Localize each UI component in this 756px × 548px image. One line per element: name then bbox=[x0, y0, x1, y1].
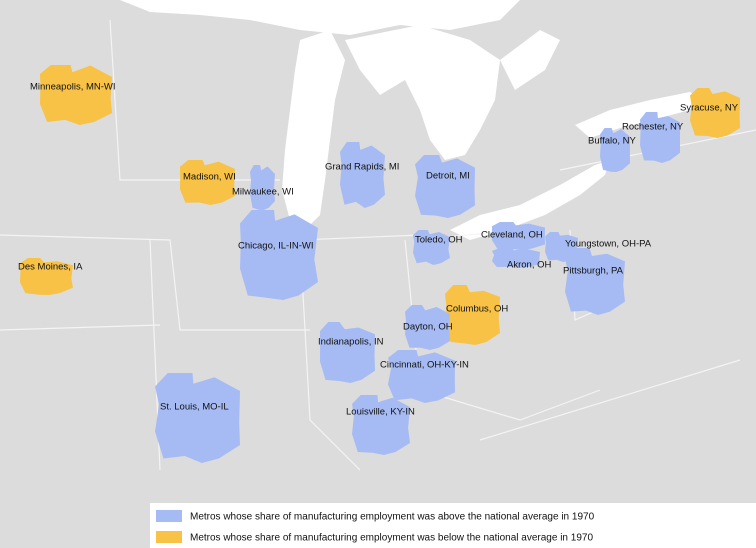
metro-area bbox=[445, 285, 500, 345]
metro-label: Des Moines, IA bbox=[18, 262, 83, 273]
metro-label: Cincinnati, OH-KY-IN bbox=[380, 360, 469, 371]
metro-label: Indianapolis, IN bbox=[318, 337, 384, 348]
metro-area bbox=[340, 142, 385, 208]
lake-michigan bbox=[282, 30, 345, 230]
metro-label: Louisville, KY-IN bbox=[346, 407, 415, 418]
lake-ontario bbox=[575, 92, 700, 138]
metro-area bbox=[492, 222, 545, 250]
metro-label: Detroit, MI bbox=[426, 171, 470, 182]
metro-label: Rochester, NY bbox=[622, 122, 684, 133]
metro-label: St. Louis, MO-IL bbox=[160, 402, 229, 413]
metro-label: Youngstown, OH-PA bbox=[565, 239, 652, 250]
legend-swatch bbox=[156, 531, 182, 543]
metro-area bbox=[155, 373, 240, 463]
legend-swatch bbox=[156, 510, 182, 522]
metro-area bbox=[40, 65, 112, 125]
metro-area bbox=[240, 210, 318, 300]
metro-area bbox=[180, 160, 235, 205]
metro-area bbox=[20, 258, 73, 295]
metro-area bbox=[413, 230, 450, 265]
metro-area bbox=[388, 350, 455, 403]
metro-area bbox=[690, 88, 740, 138]
lake-huron bbox=[345, 25, 500, 160]
metro-label: Minneapolis, MN-WI bbox=[30, 82, 116, 93]
metro-label: Chicago, IL-IN-WI bbox=[238, 241, 314, 252]
metro-label: Syracuse, NY bbox=[680, 103, 739, 114]
metro-label: Milwaukee, WI bbox=[232, 187, 294, 198]
metro-area bbox=[405, 305, 450, 350]
metro-area bbox=[415, 155, 475, 218]
georgian-bay bbox=[500, 30, 560, 90]
metro-label: Grand Rapids, MI bbox=[325, 162, 399, 173]
metro-area bbox=[640, 112, 680, 163]
metro-label: Cleveland, OH bbox=[481, 230, 543, 241]
metro-label: Columbus, OH bbox=[446, 304, 508, 315]
metro-label: Buffalo, NY bbox=[588, 136, 637, 147]
metro-label: Madison, WI bbox=[183, 172, 236, 183]
metro-label: Pittsburgh, PA bbox=[563, 266, 624, 277]
metro-area bbox=[352, 395, 410, 455]
metro-area bbox=[565, 248, 625, 315]
legend-box bbox=[150, 503, 756, 548]
legend-label: Metros whose share of manufacturing empl… bbox=[190, 533, 593, 544]
metro-label: Dayton, OH bbox=[403, 322, 453, 333]
metro-area bbox=[492, 248, 540, 268]
lake-erie bbox=[450, 160, 610, 240]
metro-label: Akron, OH bbox=[507, 260, 551, 271]
metro-label: Toledo, OH bbox=[415, 235, 463, 246]
metro-area bbox=[320, 322, 375, 383]
metro-area bbox=[250, 165, 275, 210]
legend-label: Metros whose share of manufacturing empl… bbox=[190, 512, 595, 523]
metro-area bbox=[600, 128, 630, 172]
